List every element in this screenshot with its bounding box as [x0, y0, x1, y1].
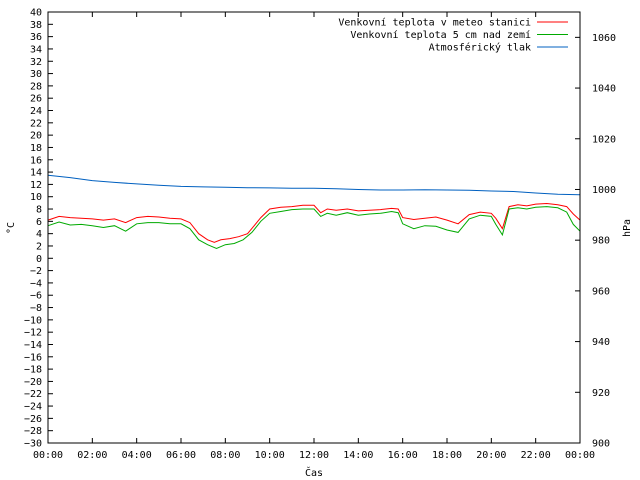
x-tick-label: 06:00 — [166, 450, 196, 461]
y-left-tick-label: 26 — [30, 94, 42, 105]
series-layer — [47, 174, 581, 249]
y-left-tick-label: 30 — [30, 69, 42, 80]
y-left-tick-label: −22 — [24, 389, 42, 400]
y-right-tick-label: 960 — [592, 286, 610, 297]
series-line-2 — [47, 206, 581, 249]
x-tick-label: 10:00 — [255, 450, 285, 461]
y-left-tick-label: −4 — [30, 278, 42, 289]
y-left-tick-label: −10 — [24, 315, 42, 326]
y-left-tick-label: 18 — [30, 143, 42, 154]
series-line-1 — [47, 202, 581, 243]
y-right-axis-label: hPa — [622, 219, 633, 237]
y-left-tick-label: −28 — [24, 426, 42, 437]
legend: Venkovní teplota v meteo staniciVenkovní… — [338, 17, 568, 54]
y-left-tick-label: −14 — [24, 340, 42, 351]
ticks-layer: −30−28−26−24−22−20−18−16−14−12−10−8−6−4−… — [24, 8, 616, 462]
y-left-tick-label: 24 — [30, 106, 42, 117]
y-right-tick-label: 1060 — [592, 33, 616, 44]
y-right-tick-label: 1000 — [592, 185, 616, 196]
y-left-tick-label: −2 — [30, 266, 42, 277]
y-left-tick-label: 40 — [30, 8, 42, 19]
y-left-tick-label: −24 — [24, 402, 42, 413]
y-left-tick-label: 12 — [30, 180, 42, 191]
x-axis-label: Čas — [305, 466, 323, 479]
x-tick-label: 04:00 — [122, 450, 152, 461]
y-right-tick-label: 920 — [592, 388, 610, 399]
y-left-tick-label: 20 — [30, 131, 42, 142]
x-tick-label: 16:00 — [388, 450, 418, 461]
legend-label-1: Venkovní teplota v meteo stanici — [338, 17, 531, 29]
y-right-tick-label: 1040 — [592, 84, 616, 95]
legend-label-3: Atmosférický tlak — [429, 42, 531, 54]
y-left-tick-label: 16 — [30, 155, 42, 166]
y-right-tick-label: 940 — [592, 337, 610, 348]
y-right-tick-label: 900 — [592, 439, 610, 450]
x-tick-label: 02:00 — [77, 450, 107, 461]
x-tick-label: 18:00 — [432, 450, 462, 461]
x-tick-label: 12:00 — [299, 450, 329, 461]
plot-border — [47, 11, 581, 444]
y-left-tick-label: 2 — [36, 241, 42, 252]
x-tick-label: 22:00 — [521, 450, 551, 461]
x-tick-label: 00:00 — [565, 450, 595, 461]
x-tick-label: 08:00 — [210, 450, 240, 461]
y-right-tick-label: 980 — [592, 236, 610, 247]
y-left-tick-label: −30 — [24, 439, 42, 450]
y-left-tick-label: 0 — [36, 254, 42, 265]
y-left-tick-label: 10 — [30, 192, 42, 203]
y-left-tick-label: 32 — [30, 57, 42, 68]
y-left-tick-label: 28 — [30, 81, 42, 92]
y-left-tick-label: −16 — [24, 352, 42, 363]
y-left-tick-label: 38 — [30, 20, 42, 31]
x-tick-label: 20:00 — [476, 450, 506, 461]
y-left-tick-label: −12 — [24, 328, 42, 339]
y-left-tick-label: 22 — [30, 118, 42, 129]
y-left-axis-label: °C — [6, 222, 17, 234]
y-left-tick-label: 14 — [30, 168, 42, 179]
y-left-tick-label: 34 — [30, 44, 42, 55]
y-left-tick-label: −20 — [24, 377, 42, 388]
x-tick-label: 14:00 — [343, 450, 373, 461]
y-left-tick-label: 4 — [36, 229, 42, 240]
x-tick-label: 00:00 — [33, 450, 63, 461]
y-left-tick-label: −6 — [30, 291, 42, 302]
y-left-tick-label: 6 — [36, 217, 42, 228]
y-left-tick-label: 8 — [36, 205, 42, 216]
legend-label-2: Venkovní teplota 5 cm nad zemí — [350, 29, 531, 41]
y-right-tick-label: 1020 — [592, 134, 616, 145]
series-line-3 — [47, 174, 581, 196]
y-left-tick-label: −8 — [30, 303, 42, 314]
y-left-tick-label: −26 — [24, 414, 42, 425]
y-left-tick-label: −18 — [24, 365, 42, 376]
y-left-tick-label: 36 — [30, 32, 42, 43]
